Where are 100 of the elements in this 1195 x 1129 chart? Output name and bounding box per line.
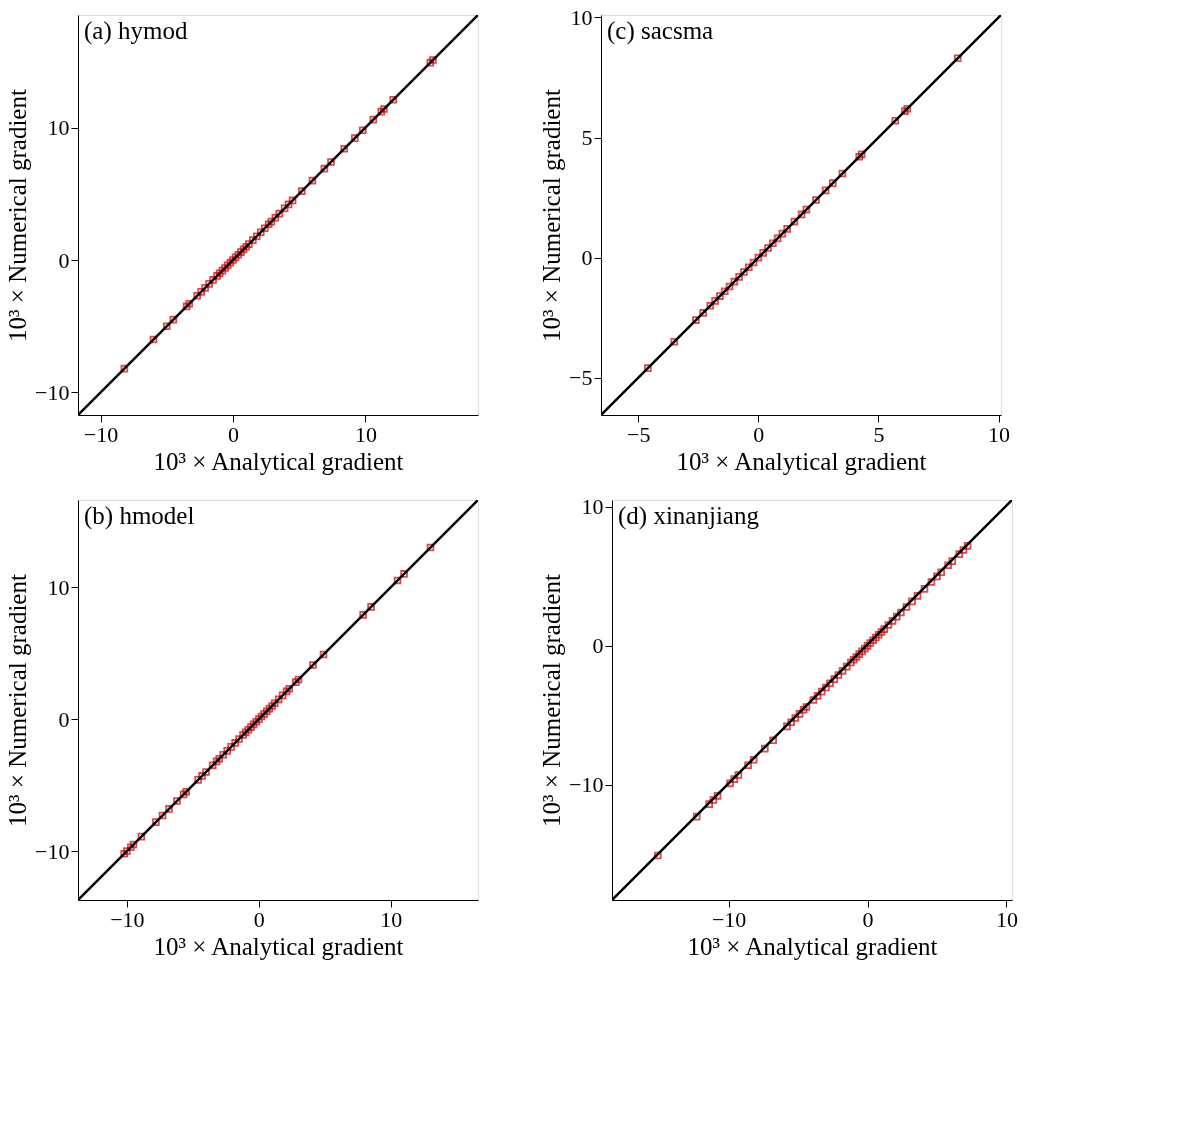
point — [278, 691, 287, 700]
chart-title: (b) hmodel — [84, 502, 195, 530]
point — [120, 849, 129, 858]
point — [185, 299, 194, 308]
point — [369, 115, 378, 124]
point — [749, 258, 758, 267]
point — [264, 220, 273, 229]
point — [711, 297, 719, 305]
x-tick-label: 0 — [253, 906, 265, 932]
point — [849, 655, 858, 664]
point — [826, 679, 834, 688]
point — [713, 792, 722, 800]
point — [239, 245, 248, 254]
y-tick-label: 10 — [47, 574, 70, 600]
x-tick-label: −10 — [110, 906, 145, 932]
point — [429, 56, 437, 64]
x-tick-label: 0 — [227, 421, 239, 447]
point — [340, 144, 349, 153]
point — [268, 702, 276, 710]
point — [202, 768, 210, 776]
point — [182, 787, 191, 796]
point — [863, 642, 872, 650]
point — [802, 205, 811, 214]
point — [834, 671, 843, 679]
x-axis-title: 10³ × Analytical gradient — [153, 447, 404, 475]
y-axis-title: 10³ × Numerical gradient — [4, 89, 32, 342]
point — [744, 263, 753, 272]
point — [937, 568, 945, 577]
point — [242, 242, 251, 251]
point — [377, 107, 386, 116]
point — [787, 718, 795, 727]
point — [927, 578, 936, 586]
point — [267, 217, 276, 226]
y-tick-label: −10 — [569, 772, 604, 798]
x-axis-title: 10³ × Analytical gradient — [676, 447, 927, 475]
point — [426, 58, 435, 67]
point — [359, 611, 367, 619]
point — [709, 796, 718, 804]
point — [670, 337, 679, 346]
point — [802, 703, 811, 711]
point — [829, 179, 837, 187]
point — [380, 105, 388, 113]
point — [252, 232, 261, 241]
point — [838, 667, 847, 675]
point — [920, 585, 929, 593]
x-tick-label: 0 — [753, 421, 765, 447]
point — [285, 684, 294, 693]
point — [773, 234, 782, 243]
point — [275, 209, 284, 218]
point — [813, 692, 822, 700]
point — [208, 761, 217, 770]
point — [944, 561, 952, 570]
point — [892, 612, 901, 621]
point — [327, 158, 335, 166]
y-tick-label: 10 — [47, 115, 70, 141]
point — [897, 608, 905, 617]
point — [255, 715, 263, 723]
point — [221, 264, 229, 272]
point — [821, 186, 830, 195]
point — [367, 603, 375, 611]
point — [271, 213, 280, 222]
point — [901, 107, 909, 115]
point — [749, 755, 758, 764]
point — [218, 266, 227, 275]
y-tick-label: 10 — [570, 4, 593, 30]
point — [963, 542, 972, 550]
point — [888, 617, 897, 625]
point — [179, 790, 188, 799]
point — [869, 636, 877, 645]
chart-title: (d) xinanjiang — [618, 502, 760, 530]
y-tick-label: 0 — [58, 247, 70, 273]
point — [735, 273, 743, 281]
point — [129, 840, 138, 849]
point — [706, 301, 715, 310]
x-tick-label: −5 — [627, 421, 651, 447]
y-tick-label: 5 — [581, 125, 593, 151]
point — [817, 687, 826, 696]
point — [948, 557, 957, 565]
point — [292, 678, 300, 686]
point — [351, 134, 359, 142]
point — [358, 126, 367, 135]
point — [791, 714, 800, 722]
x-tick-label: 0 — [862, 906, 874, 932]
point — [880, 625, 889, 633]
x-axis-title: 10³ × Analytical gradient — [687, 932, 938, 960]
point — [152, 818, 160, 826]
point — [872, 633, 880, 642]
point — [913, 592, 922, 600]
x-tick-label: −10 — [83, 421, 119, 447]
point — [158, 811, 167, 820]
point — [716, 292, 724, 300]
point — [162, 322, 171, 331]
x-tick-label: 10 — [988, 421, 1011, 447]
point — [959, 546, 968, 554]
point — [764, 244, 772, 252]
point — [294, 675, 303, 684]
point — [955, 550, 964, 558]
point — [768, 239, 777, 248]
point — [654, 851, 662, 860]
point — [740, 268, 748, 276]
